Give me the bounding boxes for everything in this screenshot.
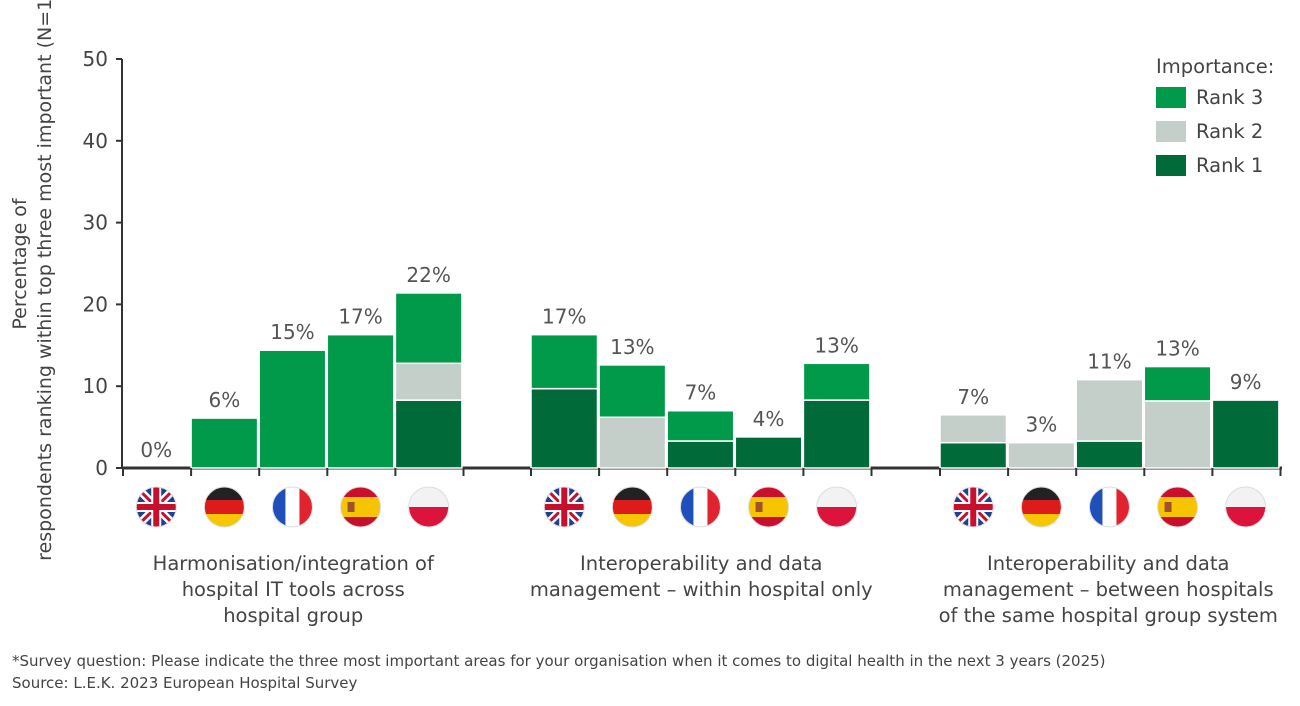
flag-outline	[543, 486, 585, 528]
flag-outline	[1157, 486, 1199, 528]
flag-france-icon	[680, 487, 721, 527]
category-label: hospital group	[223, 604, 363, 627]
bar-segment-rank-1	[734, 436, 803, 469]
flag-outline	[1225, 486, 1267, 528]
bar-segment-rank-1	[939, 441, 1008, 469]
bar-segment-rank-3	[598, 364, 667, 419]
flag-outline	[408, 486, 450, 528]
y-tick-label: 0	[95, 456, 108, 480]
legend-swatch	[1156, 121, 1186, 142]
flag-outline	[679, 486, 721, 528]
legend-swatch	[1156, 155, 1186, 176]
category-label: Harmonisation/integration of	[153, 552, 435, 575]
flag-outline	[203, 486, 245, 528]
flag-outline	[1088, 486, 1130, 528]
bar-segment-rank-3	[802, 362, 871, 401]
flag-uk-icon	[953, 487, 994, 527]
data-label: 0%	[140, 438, 172, 462]
bar-segment-rank-2	[939, 414, 1008, 444]
bar-segment-rank-1	[666, 440, 735, 469]
category-label: management – within hospital only	[530, 578, 873, 601]
flag-outline	[748, 486, 790, 528]
footnote: *Survey question: Please indicate the th…	[12, 652, 1106, 670]
y-tick-label: 40	[83, 129, 108, 153]
data-label: 7%	[685, 381, 717, 405]
flag-poland-icon	[1225, 487, 1266, 527]
flag-germany-icon	[204, 487, 245, 527]
flag-outline	[271, 486, 313, 528]
bar-segment-rank-1	[394, 399, 463, 469]
flag-germany-icon	[1021, 487, 1062, 527]
data-label: 4%	[753, 407, 785, 431]
flag-spain-icon	[748, 487, 789, 527]
legend-label: Rank 2	[1196, 120, 1263, 143]
bar-segment-rank-2	[598, 416, 667, 469]
flag-uk-icon	[136, 487, 177, 527]
category-label: management – between hospitals	[943, 578, 1274, 601]
category-label: hospital IT tools across	[182, 578, 405, 601]
bar-segment-rank-1	[530, 387, 599, 469]
category-label: of the same hospital group system	[939, 604, 1278, 627]
data-label: 22%	[406, 263, 450, 287]
flag-spain-icon	[1157, 487, 1198, 527]
flag-poland-icon	[408, 487, 449, 527]
category-label: Interoperability and data	[580, 552, 822, 575]
data-label: 11%	[1087, 350, 1131, 374]
bar-segment-rank-2	[1075, 378, 1144, 442]
flag-outline	[1020, 486, 1062, 528]
data-label: 6%	[208, 388, 240, 412]
flag-outline	[340, 486, 382, 528]
flag-spain-icon	[340, 487, 381, 527]
bar-segment-rank-1	[1211, 399, 1280, 469]
flag-outline	[135, 486, 177, 528]
bar-segment-rank-2	[394, 362, 463, 401]
y-tick-label: 20	[83, 292, 108, 316]
y-axis-label: Percentage of respondents ranking within …	[9, 0, 56, 561]
legend-label: Rank 1	[1196, 154, 1263, 177]
data-label: 17%	[338, 305, 382, 329]
flag-outline	[611, 486, 653, 528]
bar-segment-rank-3	[394, 292, 463, 365]
bar-segment-rank-1	[802, 399, 871, 469]
legend-label: Rank 3	[1196, 86, 1263, 109]
y-tick-label: 10	[83, 374, 108, 398]
legend-swatch	[1156, 87, 1186, 108]
y-tick-label: 50	[83, 47, 108, 71]
flag-outline	[952, 486, 994, 528]
flag-uk-icon	[544, 487, 585, 527]
bar-segment-rank-2	[1007, 441, 1076, 469]
data-label: 15%	[270, 320, 314, 344]
bar-segment-rank-3	[258, 349, 327, 469]
flag-germany-icon	[612, 487, 653, 527]
bar-segment-rank-1	[1075, 440, 1144, 469]
flag-poland-icon	[816, 487, 857, 527]
data-label: 13%	[814, 333, 858, 357]
data-label: 9%	[1230, 370, 1262, 394]
category-label: Interoperability and data	[987, 552, 1229, 575]
bar-segment-rank-2	[1143, 400, 1212, 469]
legend-title: Importance:	[1156, 55, 1274, 78]
bar-segment-rank-3	[1143, 365, 1212, 402]
bar-segment-rank-3	[666, 409, 735, 442]
source-note: Source: L.E.K. 2023 European Hospital Su…	[12, 674, 358, 692]
bar-segment-rank-3	[326, 333, 395, 469]
flag-france-icon	[1089, 487, 1130, 527]
flag-outline	[816, 486, 858, 528]
bar-segment-rank-3	[530, 333, 599, 390]
data-label: 13%	[1155, 337, 1199, 361]
data-label: 7%	[957, 385, 989, 409]
data-label: 13%	[610, 335, 654, 359]
flag-france-icon	[272, 487, 313, 527]
bar-segment-rank-3	[190, 417, 259, 469]
data-label: 17%	[542, 305, 586, 329]
y-tick-label: 30	[83, 211, 108, 235]
data-label: 3%	[1025, 413, 1057, 437]
